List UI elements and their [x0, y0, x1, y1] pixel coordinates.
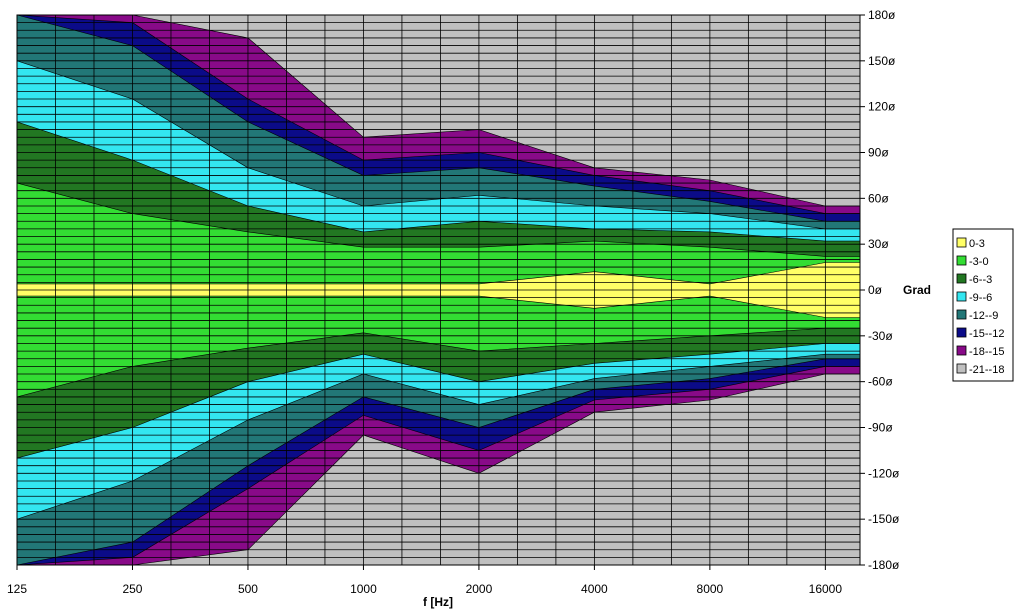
y-tick-label: -120ø	[868, 466, 900, 480]
legend-label: -18--15	[969, 346, 1004, 358]
legend-swatch	[956, 363, 967, 374]
y-tick-label: -90ø	[868, 421, 893, 435]
y-tick-label: -60ø	[868, 375, 893, 389]
y-tick-label: -150ø	[868, 512, 900, 526]
y-tick-label: 0ø	[868, 283, 883, 297]
legend-swatch	[956, 255, 967, 266]
y-tick-label: -30ø	[868, 329, 893, 343]
legend-label: 0-3	[969, 238, 985, 250]
x-tick-label: 250	[122, 582, 142, 596]
legend-label: -15--12	[969, 328, 1004, 340]
legend-swatch	[956, 345, 967, 356]
legend-swatch	[956, 291, 967, 302]
x-tick-label: 2000	[466, 582, 493, 596]
y-tick-label: 90ø	[868, 146, 889, 160]
x-axis: 125 250 500 1000 2000 4000 8000 16000	[7, 565, 842, 596]
legend-label: -9--6	[969, 292, 992, 304]
legend-label: -21--18	[969, 364, 1004, 376]
x-tick-label: 1000	[350, 582, 377, 596]
legend-swatch	[956, 327, 967, 338]
y-tick-label: 180ø	[868, 8, 896, 22]
y-tick-label: 30ø	[868, 237, 889, 251]
legend: 0-3 -3-0 -6--3 -9--6 -12--9 -15--12 -18--15 -21…	[952, 228, 1014, 382]
y-tick-label: -180ø	[868, 558, 900, 572]
x-tick-label: 125	[7, 582, 27, 596]
y-tick-label: 120ø	[868, 100, 896, 114]
legend-box	[952, 228, 1014, 382]
x-axis-title: f [Hz]	[423, 595, 453, 609]
y-tick-label: 150ø	[868, 54, 896, 68]
x-tick-label: 4000	[581, 582, 608, 596]
x-tick-label: 500	[238, 582, 258, 596]
legend-swatch	[956, 273, 967, 284]
legend-label: -12--9	[969, 310, 998, 322]
legend-label: -3-0	[969, 256, 989, 268]
x-tick-label: 8000	[697, 582, 724, 596]
x-tick-label: 16000	[809, 582, 843, 596]
legend-label: -6--3	[969, 274, 992, 286]
y-axis: 180ø 150ø 120ø 90ø 60ø 30ø 0ø -30ø -60ø -90ø -120ø…	[860, 8, 900, 572]
legend-swatch	[956, 237, 967, 248]
grid-lines	[17, 15, 860, 565]
y-tick-label: 60ø	[868, 191, 889, 205]
legend-swatch	[956, 309, 967, 320]
y-axis-title: Grad	[903, 283, 931, 297]
